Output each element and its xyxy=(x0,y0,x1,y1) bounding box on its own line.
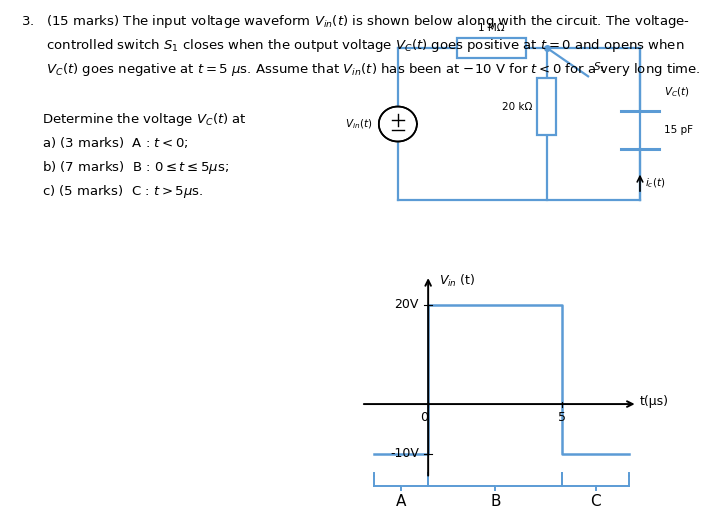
Text: 3.   (15 marks) The input voltage waveform $V_{in}(t)$ is shown below along with: 3. (15 marks) The input voltage waveform… xyxy=(21,13,690,30)
Text: a) (3 marks)  A : $t < 0$;: a) (3 marks) A : $t < 0$; xyxy=(42,135,189,150)
Text: A: A xyxy=(396,494,407,509)
Text: 20V: 20V xyxy=(395,298,419,312)
Text: B: B xyxy=(490,494,501,509)
Circle shape xyxy=(379,107,417,142)
Text: controlled switch $S_1$ closes when the output voltage $V_C(t)$ goes positive at: controlled switch $S_1$ closes when the … xyxy=(21,37,685,54)
Text: $S_1$: $S_1$ xyxy=(593,60,606,74)
Text: c) (5 marks)  C : $t > 5\mu$s.: c) (5 marks) C : $t > 5\mu$s. xyxy=(42,183,203,200)
Text: t(μs): t(μs) xyxy=(640,395,669,408)
Text: Determine the voltage $V_C(t)$ at: Determine the voltage $V_C(t)$ at xyxy=(42,111,247,128)
Text: 1 MΩ: 1 MΩ xyxy=(478,23,505,33)
Text: -10V: -10V xyxy=(390,447,419,460)
Bar xyxy=(537,78,556,135)
Text: b) (7 marks)  B : $0 \leq t \leq 5\mu$s;: b) (7 marks) B : $0 \leq t \leq 5\mu$s; xyxy=(42,159,229,176)
Text: $V_C(t)$ goes negative at $t=5$ $\mu$s. Assume that $V_{in}(t)$ has been at $-$1: $V_C(t)$ goes negative at $t=5$ $\mu$s. … xyxy=(21,61,701,78)
Text: C: C xyxy=(591,494,602,509)
Text: $i_c(t)$: $i_c(t)$ xyxy=(645,176,666,190)
Text: 20 kΩ: 20 kΩ xyxy=(503,102,533,111)
Text: $V_{in}(t)$: $V_{in}(t)$ xyxy=(345,117,372,131)
Text: $V_{in}$ (t): $V_{in}$ (t) xyxy=(439,273,475,289)
Text: 0: 0 xyxy=(420,411,428,425)
Text: 5: 5 xyxy=(558,411,566,425)
Text: $V_C(t)$: $V_C(t)$ xyxy=(664,85,690,99)
Bar xyxy=(457,38,526,58)
Text: 15 pF: 15 pF xyxy=(664,126,693,135)
